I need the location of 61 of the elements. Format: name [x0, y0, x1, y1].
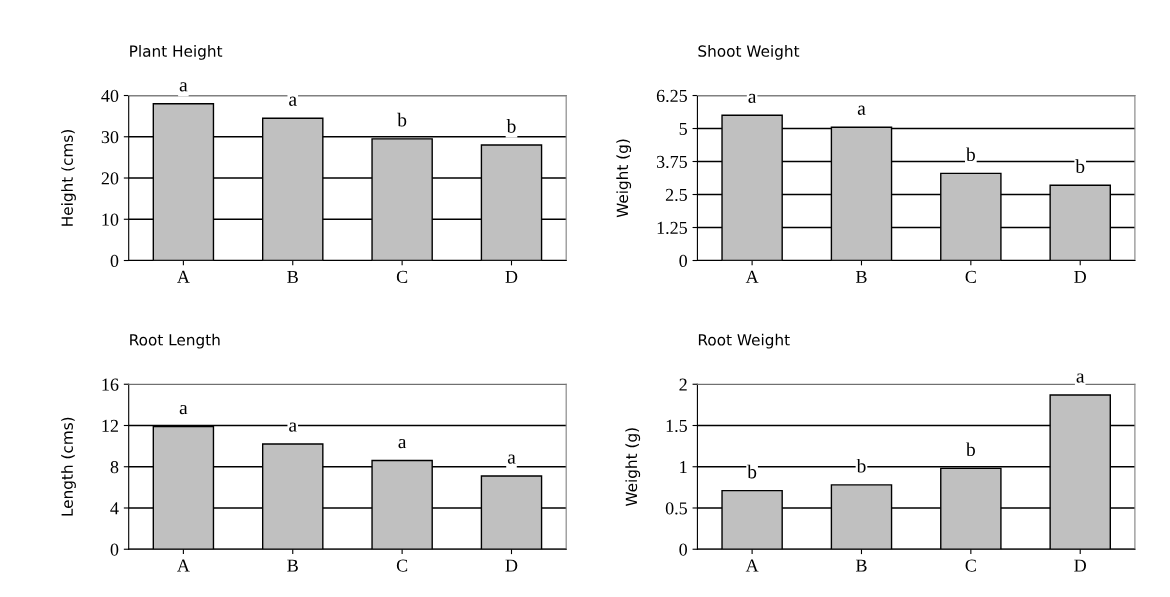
annotation: a — [398, 438, 407, 449]
x-tick-label: C — [965, 270, 976, 283]
x-tick-label: D — [1074, 559, 1087, 572]
annotation: b — [506, 119, 516, 133]
y-tick-label: 2 — [679, 378, 687, 391]
x-tick-label: A — [177, 559, 190, 572]
chart-title: Plant Height — [130, 45, 223, 60]
y-tick-label: 40 — [101, 89, 119, 102]
x-tick-label: D — [1074, 270, 1087, 283]
y-tick-label: 0 — [679, 254, 688, 267]
x-tick-label: C — [396, 270, 408, 283]
chart-title: Shoot Weight — [698, 45, 800, 60]
chart-title: Root Length — [130, 333, 220, 349]
y-tick-label: 1.5 — [666, 419, 687, 433]
y-axis-title: Weight (g) — [625, 428, 641, 507]
y-tick-label: 1 — [680, 461, 687, 474]
annotation: b — [965, 442, 975, 457]
annotation: b — [397, 112, 407, 127]
y-tick-label: 30 — [101, 131, 119, 144]
x-tick-label: D — [505, 270, 518, 283]
x-tick-label: B — [287, 559, 298, 572]
x-tick-label: A — [745, 559, 759, 572]
annotation: a — [1076, 373, 1085, 383]
annotation: b — [856, 458, 866, 473]
y-tick-label: 12 — [102, 419, 118, 432]
y-tick-label: 3.75 — [656, 155, 687, 169]
annotation: a — [857, 105, 866, 115]
y-tick-label: 1.25 — [657, 221, 687, 235]
annotation: a — [179, 404, 188, 415]
y-tick-label: 0 — [110, 254, 119, 267]
annotation: a — [289, 422, 297, 432]
y-tick-label: 0 — [679, 543, 688, 556]
x-tick-label: A — [745, 270, 759, 283]
annotation: a — [507, 454, 516, 464]
y-tick-label: 5 — [679, 122, 687, 135]
annotation: a — [289, 96, 297, 106]
x-tick-label: B — [855, 270, 867, 283]
y-tick-label: 2.5 — [665, 188, 687, 202]
y-tick-label: 20 — [101, 172, 119, 185]
annotation: a — [179, 82, 188, 92]
x-tick-label: D — [505, 559, 518, 572]
x-tick-label: B — [855, 559, 867, 572]
y-tick-label: 4 — [110, 502, 119, 515]
x-tick-label: A — [177, 270, 190, 283]
y-tick-label: 16 — [102, 378, 119, 391]
annotation: a — [748, 93, 757, 104]
x-tick-label: B — [287, 270, 298, 283]
y-tick-label: 6.25 — [656, 89, 687, 103]
y-axis-title: Weight (g) — [616, 139, 632, 218]
y-tick-label: 0.5 — [665, 502, 687, 515]
y-tick-label: 10 — [102, 213, 119, 226]
annotation: b — [747, 464, 757, 479]
annotation: b — [965, 147, 975, 162]
y-tick-label: 8 — [110, 461, 119, 474]
y-axis-title: Length (cms) — [61, 417, 76, 516]
x-tick-label: C — [965, 559, 976, 572]
x-tick-label: C — [396, 559, 408, 572]
y-axis-title: Height (cms) — [61, 130, 76, 226]
y-tick-label: 0 — [110, 543, 119, 556]
chart-title: Root Weight — [698, 333, 790, 349]
annotation: b — [1075, 159, 1085, 173]
